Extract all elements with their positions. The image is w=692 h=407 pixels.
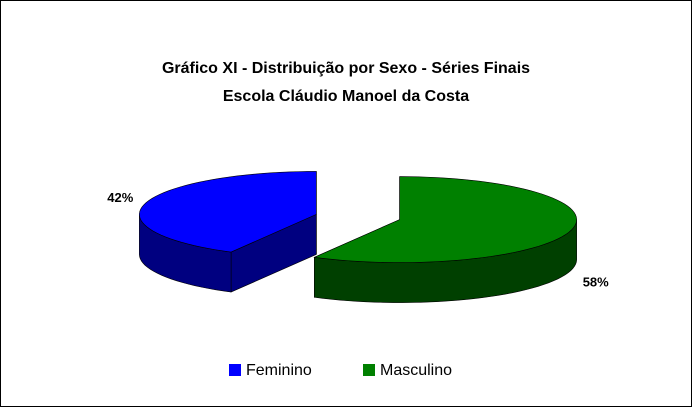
value-label: 42% [107, 190, 133, 205]
pie-slice [313, 176, 577, 263]
legend-label: Feminino [246, 362, 312, 379]
legend-label: Masculino [380, 362, 452, 379]
legend-swatch [363, 364, 375, 376]
pie-slice [139, 171, 317, 253]
chart-title: Gráfico XI - Distribuição por Sexo - Sér… [162, 60, 530, 77]
chart-subtitle: Escola Cláudio Manoel da Costa [223, 88, 469, 105]
value-label: 58% [583, 275, 609, 290]
legend-swatch [229, 364, 241, 376]
